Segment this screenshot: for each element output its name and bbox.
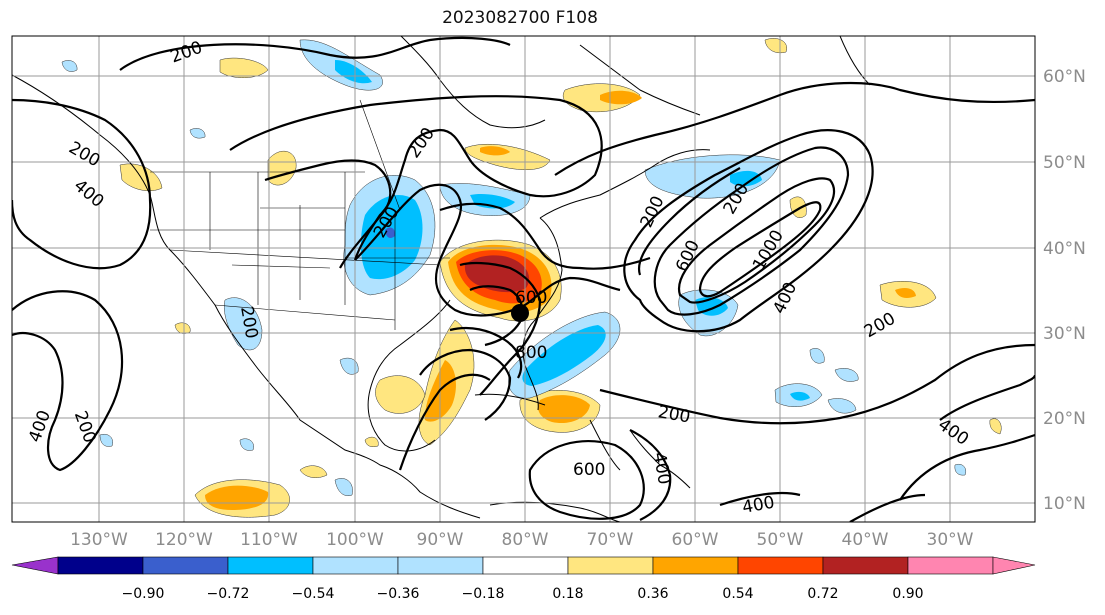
lon-label: 110°W: [240, 530, 298, 550]
colorbar-ticks: −0.90 −0.72 −0.54 −0.36 −0.18 0.18 0.36 …: [122, 586, 924, 602]
lon-label: 70°W: [587, 530, 634, 550]
colorbar-tick: 0.54: [722, 586, 753, 602]
colorbar-tick: 0.18: [552, 586, 583, 602]
colorbar-tick: −0.36: [377, 586, 420, 602]
lon-label: 60°W: [672, 530, 719, 550]
colorbar-tick: −0.90: [122, 586, 165, 602]
storm-center-marker: [511, 304, 529, 322]
negative-anomaly-shading: [61, 39, 966, 496]
colorbar-tick: 0.36: [637, 586, 668, 602]
lat-label: 30°N: [1043, 324, 1086, 344]
colorbar-tick: 0.72: [807, 586, 838, 602]
map-frame: [11, 35, 1036, 523]
colorbar-tick: 0.90: [892, 586, 923, 602]
latitude-labels: 60°N 50°N 40°N 30°N 20°N 10°N: [1043, 67, 1086, 514]
lat-label: 10°N: [1043, 494, 1086, 514]
longitude-labels: 130°W 120°W 110°W 100°W 90°W 80°W 70°W 6…: [70, 530, 974, 550]
weather-map: 200 200 200 400 200 200 200 600 1000 400…: [11, 35, 1086, 550]
colorbar-tick: −0.72: [207, 586, 250, 602]
lon-label: 80°W: [502, 530, 549, 550]
colorbar-tick: −0.18: [462, 586, 505, 602]
lat-label: 40°N: [1043, 239, 1086, 259]
contour-label: 600: [515, 288, 547, 308]
map-title: 2023082700 F108: [442, 8, 598, 28]
lon-label: 120°W: [155, 530, 213, 550]
lon-label: 100°W: [326, 530, 384, 550]
lat-label: 20°N: [1043, 409, 1086, 429]
lon-label: 30°W: [927, 530, 974, 550]
contour-label: 800: [515, 343, 547, 363]
lat-label: 50°N: [1043, 153, 1086, 173]
lat-label: 60°N: [1043, 67, 1086, 87]
lon-label: 40°W: [842, 530, 889, 550]
lon-label: 130°W: [70, 530, 128, 550]
graticule: [12, 36, 1035, 522]
state-boundaries: [150, 99, 450, 330]
lon-label: 50°W: [757, 530, 804, 550]
lon-label: 90°W: [417, 530, 464, 550]
height-contours: [12, 36, 1035, 522]
colorbar-tick: −0.54: [292, 586, 335, 602]
contour-label: 600: [573, 460, 605, 480]
